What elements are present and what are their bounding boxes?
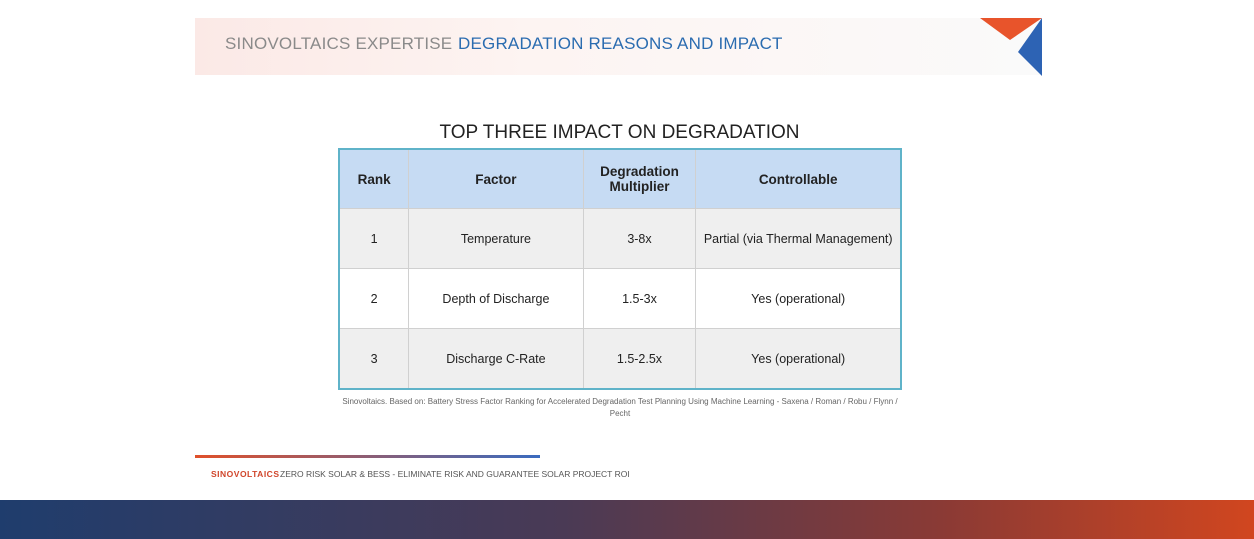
- column-header: Rank: [338, 148, 410, 209]
- cell: Temperature: [408, 208, 584, 269]
- cell: Yes (operational): [695, 328, 902, 390]
- table-title: TOP THREE IMPACT ON DEGRADATION: [439, 122, 800, 143]
- cell: 2: [338, 268, 410, 329]
- footer-tagline: ZERO RISK SOLAR & BESS - ELIMINATE RISK …: [280, 469, 630, 479]
- footer-line: [195, 455, 540, 458]
- logo: [980, 18, 1042, 76]
- source-note: Sinovoltaics. Based on: Battery Stress F…: [342, 397, 898, 418]
- cell: Partial (via Thermal Management): [695, 208, 902, 269]
- column-header: Degradation Multiplier: [582, 148, 697, 209]
- column-header: Controllable: [695, 148, 902, 209]
- section-label: SINOVOLTAICS EXPERTISE: [225, 34, 453, 53]
- cell: Yes (operational): [695, 268, 902, 329]
- cell: Depth of Discharge: [408, 268, 584, 329]
- page-title: DEGRADATION REASONS AND IMPACT: [458, 34, 783, 53]
- cell: 1: [338, 208, 410, 269]
- data-table: Rank Factor Degradation Multiplier Contr…: [338, 148, 902, 390]
- cell: 1.5-2.5x: [582, 328, 697, 390]
- bottom-bar: [0, 500, 1254, 539]
- cell: 3-8x: [582, 208, 697, 269]
- column-header: Factor: [408, 148, 584, 209]
- header-band: [195, 18, 1042, 75]
- cell: 3: [338, 328, 410, 390]
- cell: 1.5-3x: [582, 268, 697, 329]
- footer-brand: SINOVOLTAICS: [211, 469, 280, 479]
- cell: Discharge C-Rate: [408, 328, 584, 390]
